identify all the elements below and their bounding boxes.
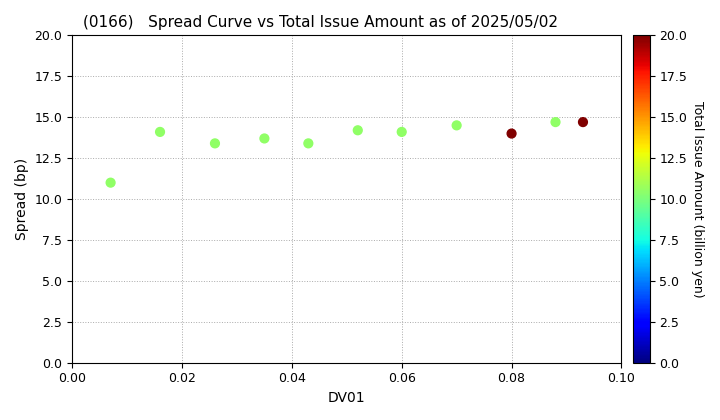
X-axis label: DV01: DV01	[328, 391, 366, 405]
Point	[352, 127, 364, 134]
Point	[258, 135, 270, 142]
Point	[550, 119, 562, 126]
Y-axis label: Total Issue Amount (billion yen): Total Issue Amount (billion yen)	[690, 101, 704, 297]
Point	[302, 140, 314, 147]
Point	[105, 179, 117, 186]
Text: (0166)   Spread Curve vs Total Issue Amount as of 2025/05/02: (0166) Spread Curve vs Total Issue Amoun…	[83, 15, 558, 30]
Y-axis label: Spread (bp): Spread (bp)	[15, 158, 29, 240]
Point	[506, 130, 518, 137]
Point	[396, 129, 408, 135]
Point	[210, 140, 221, 147]
Point	[451, 122, 462, 129]
Point	[154, 129, 166, 135]
Point	[577, 119, 589, 126]
